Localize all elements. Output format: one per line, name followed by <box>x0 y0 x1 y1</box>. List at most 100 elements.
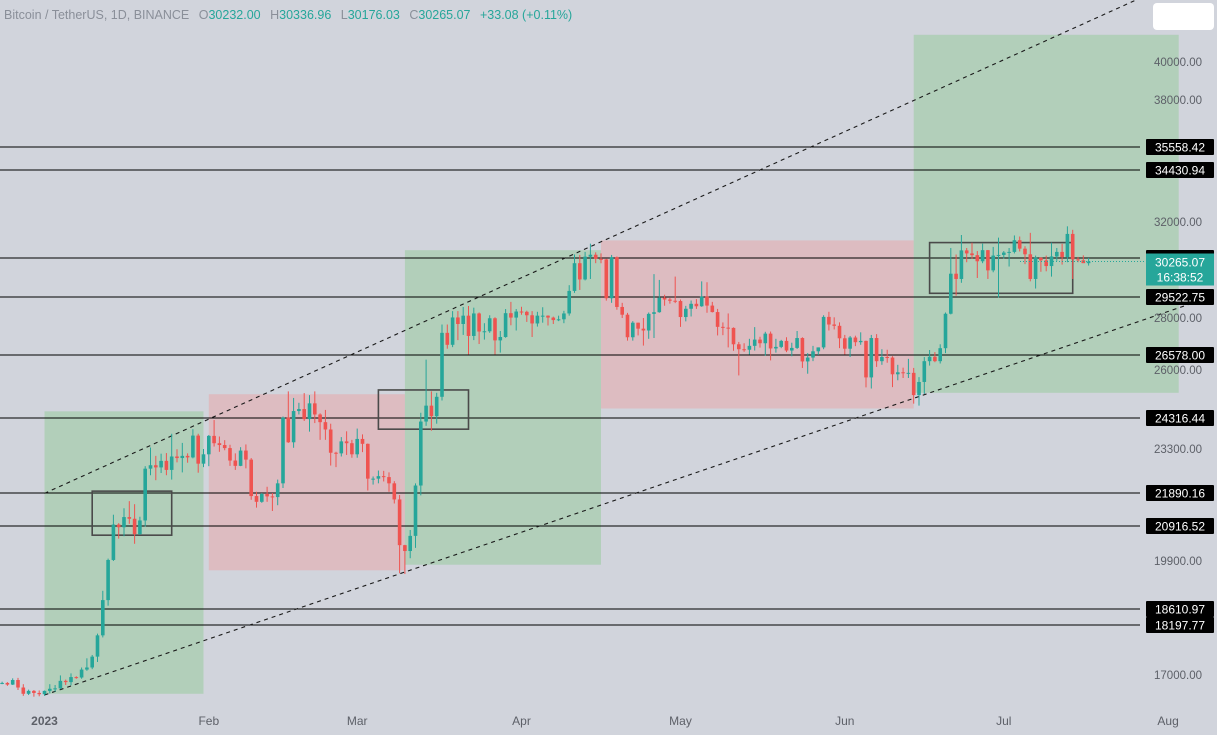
candle-body <box>323 422 328 430</box>
high-value: 30336.96 <box>279 8 332 22</box>
candle-body <box>737 344 741 350</box>
channel-line <box>44 0 1138 494</box>
candle-body <box>154 465 158 468</box>
candle-body <box>1055 251 1059 257</box>
candle-body <box>874 338 879 362</box>
candle-body <box>408 535 412 552</box>
candle-body <box>32 690 36 693</box>
candle-body <box>578 263 582 280</box>
candle-body <box>265 494 269 497</box>
candle-body <box>721 326 725 328</box>
green-zone <box>44 411 204 694</box>
candle-body <box>742 349 746 351</box>
candle-body <box>652 312 656 314</box>
candle-body <box>964 250 969 254</box>
level-label: 21890.16 <box>1155 487 1205 501</box>
candle-body <box>10 680 15 685</box>
candle-body <box>795 338 799 348</box>
symbol-title[interactable]: Bitcoin / TetherUS, 1D, BINANCE <box>4 8 190 22</box>
candle-body <box>16 680 20 688</box>
candle-body <box>890 357 895 375</box>
candle-body <box>498 336 503 341</box>
candle-body <box>625 314 630 338</box>
candle-body <box>848 337 852 349</box>
candle-body <box>334 452 338 454</box>
candle-body <box>864 340 868 378</box>
candle-body <box>313 403 317 415</box>
price-axis[interactable]: 17000.00 19900.00 23300.00 26000.00 28000.00… <box>1154 57 1202 682</box>
candle-body <box>556 319 561 321</box>
candle-body <box>477 313 481 332</box>
candle-body <box>360 438 365 444</box>
candle-body <box>509 313 513 318</box>
y-tick-label: 26000.00 <box>1154 365 1202 377</box>
candle-body <box>249 459 253 497</box>
candle-body <box>424 405 428 422</box>
x-tick-label: Mar <box>347 714 368 728</box>
candle-body <box>503 313 508 337</box>
candle-body <box>1044 260 1048 267</box>
candle-body <box>896 372 900 375</box>
candle-body <box>281 417 285 484</box>
candle-body <box>832 324 836 326</box>
candle-body <box>933 356 937 362</box>
scale-button[interactable] <box>1153 3 1214 30</box>
candle-body <box>0 682 4 684</box>
candle-body <box>980 250 985 262</box>
candle-body <box>911 372 916 396</box>
candle-body <box>37 692 41 695</box>
candle-body <box>631 322 635 338</box>
level-label: 35558.42 <box>1155 141 1205 155</box>
last-price-box <box>1146 253 1214 286</box>
candle-body <box>1065 233 1070 258</box>
candle-body <box>69 677 73 683</box>
channel-layer <box>44 0 1201 696</box>
open-value: 30232.00 <box>208 8 261 22</box>
candle-body <box>906 372 911 374</box>
candle-body <box>599 258 603 260</box>
last-price-value: 30265.07 <box>1155 256 1205 270</box>
candle-body <box>604 259 609 299</box>
candle-body <box>185 455 190 458</box>
candle-body <box>339 441 344 454</box>
level-label: 18197.77 <box>1155 619 1205 633</box>
candle-body <box>191 435 195 458</box>
candle-body <box>90 656 94 668</box>
candle-body <box>260 494 264 502</box>
candle-body <box>816 347 821 352</box>
time-axis[interactable]: 2023 Feb Mar Apr May Jun Jul Aug <box>31 714 1179 728</box>
candle-body <box>689 303 693 309</box>
candle-body <box>593 254 598 259</box>
candle-body <box>196 435 200 464</box>
high-label: H <box>270 8 280 22</box>
candle-body <box>148 465 153 469</box>
candle-body <box>986 250 990 271</box>
candle-body <box>238 450 243 466</box>
candle-body <box>222 445 227 449</box>
candle-body <box>1086 261 1091 264</box>
candle-body <box>551 317 556 321</box>
level-label: 26578.00 <box>1155 349 1205 363</box>
candle-body <box>175 456 179 459</box>
candle-body <box>180 455 185 459</box>
candle-body <box>514 311 518 318</box>
green-zone <box>913 34 1179 393</box>
candle-body <box>588 254 593 257</box>
red-zone <box>208 394 405 571</box>
candle-body <box>615 257 619 307</box>
candle-body <box>731 327 736 345</box>
candle-body <box>705 296 709 306</box>
candle-body <box>922 361 927 382</box>
candle-body <box>21 687 26 694</box>
candle-body <box>880 357 884 362</box>
y-tick-label: 17000.00 <box>1154 670 1202 682</box>
candle-body <box>768 333 773 349</box>
candle-body <box>657 297 662 313</box>
candle-body <box>747 345 752 350</box>
candle-body <box>429 405 434 417</box>
candle-body <box>583 256 587 280</box>
candle-body <box>805 357 810 362</box>
candle-body <box>917 381 921 396</box>
